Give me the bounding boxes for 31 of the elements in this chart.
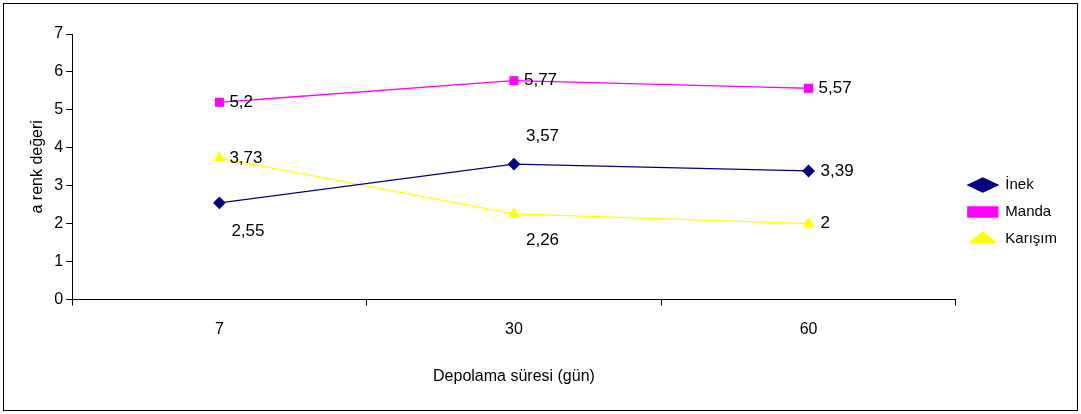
x-axis-title: Depolama süresi (gün) (433, 366, 595, 384)
point (804, 83, 814, 93)
point (214, 97, 224, 107)
x-tick-label: 7 (214, 319, 224, 337)
y-tick-label: 6 (54, 62, 64, 80)
y-axis-title: a renk değeri (28, 120, 46, 214)
point (508, 207, 520, 218)
data-label: 3,57 (525, 125, 560, 145)
legend-label: Manda (1005, 202, 1052, 220)
data-label: 2,26 (525, 229, 560, 249)
legend-label: Karışım (1005, 229, 1058, 247)
x-tick-label: 60 (799, 319, 818, 337)
y-tick-label: 7 (54, 24, 64, 42)
point (213, 196, 226, 209)
point (803, 217, 814, 228)
y-tick-label: 3 (54, 176, 64, 194)
legend-label: İnek (1005, 175, 1035, 193)
y-tick-label: 4 (54, 138, 64, 156)
y-tick-label: 2 (54, 214, 64, 232)
data-label: 3,73 (229, 147, 263, 167)
y-tick-label: 0 (54, 290, 64, 308)
y-tick-label: 5 (54, 100, 64, 118)
point (509, 76, 519, 86)
data-label: 3,39 (820, 160, 854, 180)
data-label: 2 (820, 213, 831, 233)
x-tick-label: 30 (505, 319, 523, 337)
y-tick-label: 1 (54, 252, 64, 270)
point (213, 151, 225, 162)
data-label: 2,55 (231, 220, 265, 240)
point (507, 157, 521, 171)
data-label: 5,57 (818, 77, 852, 97)
